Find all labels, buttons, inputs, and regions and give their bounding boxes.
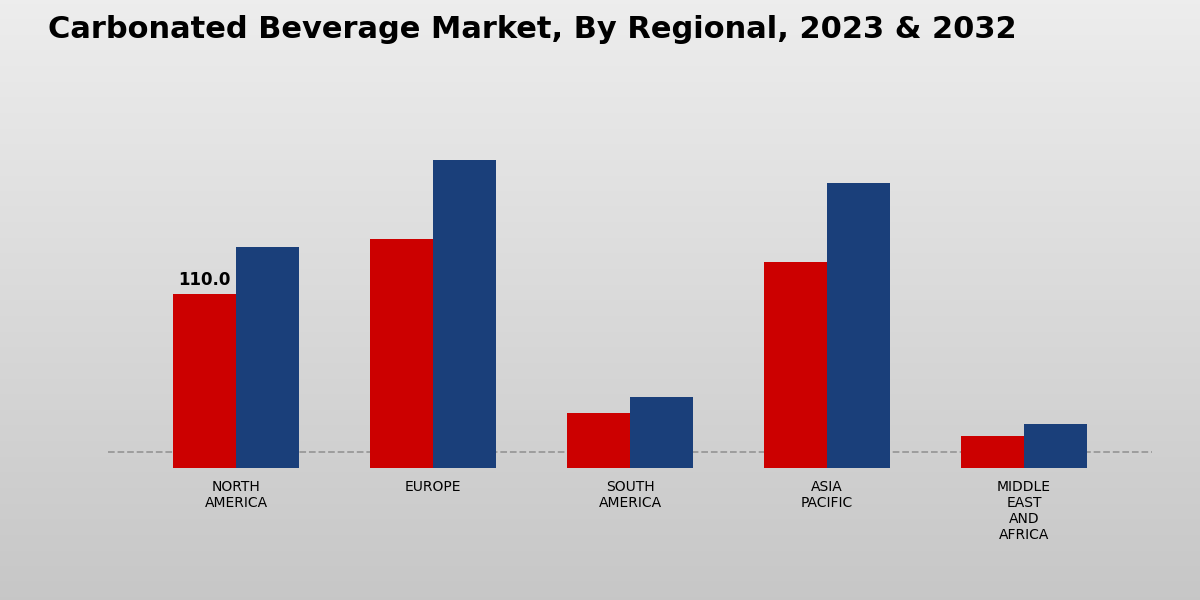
- Bar: [1024, 424, 1087, 468]
- Text: 110.0: 110.0: [179, 271, 230, 289]
- Text: Carbonated Beverage Market, By Regional, 2023 & 2032: Carbonated Beverage Market, By Regional,…: [48, 15, 1016, 44]
- Bar: [236, 247, 299, 468]
- Bar: [566, 413, 630, 468]
- Bar: [370, 239, 433, 468]
- Bar: [173, 294, 236, 468]
- Bar: [961, 436, 1024, 468]
- Bar: [827, 183, 890, 468]
- Bar: [630, 397, 694, 468]
- Bar: [764, 262, 827, 468]
- Bar: [433, 160, 496, 468]
